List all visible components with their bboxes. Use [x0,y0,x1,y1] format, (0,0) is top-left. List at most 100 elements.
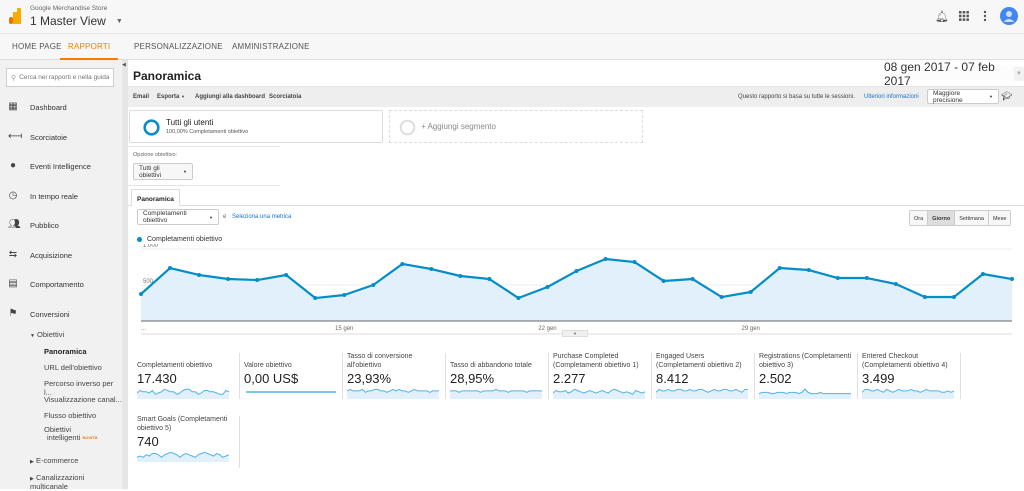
sidebar-collapse-strip[interactable]: ◀ [122,60,128,489]
metric-card[interactable]: Tasso di conversione all'obiettivo 23,93% [343,353,446,399]
granularity-day[interactable]: Giorno [928,211,956,225]
metric-select[interactable]: Completamenti obiettivo ▼ [137,209,219,225]
x-tick-label: 15 gen [335,326,353,332]
add-segment-label: + Aggiungi segmento [421,122,496,131]
data-point [719,295,724,300]
metric-card[interactable]: Entered Checkout (Completamenti obiettiv… [858,353,961,399]
add-to-dashboard-button[interactable]: Aggiungi alla dashboard [195,94,266,100]
granularity-week[interactable]: Settimana [955,211,989,225]
sidebar-sub-reverse-path[interactable]: Percorso inverso per l... [44,379,114,397]
sidebar-item-behavior[interactable]: ▤ Comportamento [8,279,84,289]
tab-home[interactable]: HOME PAGE [12,42,62,51]
metric-value: 740 [137,434,159,449]
data-point [313,296,318,301]
export-button[interactable]: Esporta ▼ [157,94,185,100]
bell-icon[interactable]: 🔔︎ [935,11,949,23]
tab-line [128,205,1024,206]
avatar[interactable] [1000,7,1018,25]
sidebar-sub-funnel[interactable]: Visualizzazione canal... [44,395,122,404]
date-range-picker[interactable]: 08 gen 2017 - 07 feb 2017 ▼ [884,60,1024,88]
flag-icon: ⚑ [8,308,18,319]
metric-value: 2.502 [759,371,792,386]
metric-card[interactable]: Completamenti obiettivo 17.430 [137,353,240,399]
view-name: 1 Master View [30,14,106,28]
sidebar-item-label: Pubblico [30,220,59,230]
sidebar-item-dashboard[interactable]: ▦ Dashboard [8,102,66,112]
legend-dot-icon [137,237,142,242]
sidebar-item-intelligence[interactable]: ● Eventi Intelligence [8,161,91,171]
segment-card[interactable]: Tutti gli utenti 100,00% Completamenti o… [129,110,383,143]
sidebar-item-label: In tempo reale [30,191,78,201]
sidebar-item-conversions[interactable]: ⚑ Conversioni [8,309,70,319]
data-point [516,296,521,301]
chart-legend: Completamenti obiettivo [137,236,222,243]
sidebar-item-realtime[interactable]: ◷ In tempo reale [8,191,78,201]
data-point [487,277,492,282]
metric-card[interactable]: Engaged Users (Completamenti obiettivo 2… [652,353,755,399]
metric-card[interactable]: Valore obiettivo 0,00 US$ [240,353,343,399]
goal-option-label: Opzione obiettivo: [133,152,178,158]
sidebar-ecommerce[interactable]: ▶ E-commerce [30,456,78,465]
y-tick-label: 1.000 [143,244,159,249]
metric-card[interactable]: Smart Goals (Completamenti obiettivo 5) 7… [137,416,240,468]
metric-label: Engaged Users (Completamenti obiettivo 2… [656,353,742,369]
tab-customization[interactable]: PERSONALIZZAZIONE [134,42,223,51]
select-metric-link[interactable]: Seleziona una metrica [232,214,292,220]
tab-overview[interactable]: Panoramica [131,189,180,206]
chevron-down-icon: ▼ [183,169,187,174]
goal-option-select[interactable]: Tutti gli obiettivi ▼ [133,163,193,180]
granularity-month[interactable]: Mese [988,211,1011,225]
segment-detail: 100,00% Completamenti obiettivo [166,129,249,135]
people-icon: 👥︎ [8,219,21,230]
sidebar-item-audience[interactable]: 👥︎ Pubblico [8,220,59,230]
smart-goals-label: Obiettivi [44,425,72,434]
data-point [371,283,376,287]
sidebar-ecommerce-label: E-commerce [35,456,79,465]
data-point [342,293,347,298]
sparkline [553,388,645,399]
search-box[interactable]: ⚲ [6,68,114,87]
view-selector[interactable]: 1 Master View ▼ [30,14,123,28]
goal-option-value: Tutti gli obiettivi [139,164,162,179]
data-point [255,278,260,283]
more-vert-icon[interactable] [983,10,987,22]
collapse-arrow-icon[interactable]: ◀ [122,62,126,68]
shortcut-button[interactable]: Scorciatoia [269,94,302,100]
sidebar-multichannel[interactable]: ▶ Canalizzazioni multicanale [30,473,122,491]
precision-select[interactable]: Maggiore precisione ▼ [927,89,999,104]
metric-value: 2.277 [553,371,586,386]
granularity-toggle: Ora Giorno Settimana Mese [909,210,1012,226]
sidebar-sub-goal-url[interactable]: URL dell'obiettivo [44,363,102,372]
graduation-cap-icon[interactable]: 🎓︎ [1001,91,1013,101]
chart-resize-handle[interactable]: ▼ [562,330,588,337]
sidebar-sub-smart-goals[interactable]: Obiettivi intelligenti NOVITÀ [44,426,98,442]
data-point [922,295,927,300]
date-range: 08 gen 2017 - 07 feb 2017 [884,59,995,88]
metric-value: 8.412 [656,371,689,386]
data-point [632,260,637,265]
sidebar-item-shortcuts[interactable]: ⟻ Scorciatoie [8,132,67,142]
metric-card[interactable]: Registrations (Completamenti obiettivo 3… [755,353,858,399]
metric-card[interactable]: Purchase Completed (Completamenti obiett… [549,353,652,399]
granularity-hour[interactable]: Ora [910,211,929,225]
sidebar-sub-overview[interactable]: Panoramica [44,347,87,356]
email-button[interactable]: Email [133,94,150,100]
data-point [139,292,143,296]
add-segment-button[interactable]: + Aggiungi segmento [389,110,643,143]
apps-grid-icon[interactable] [959,11,969,21]
more-info-link[interactable]: Ulteriori informazioni [864,94,919,100]
sidebar-goals[interactable]: ▼ Obiettivi [30,330,64,339]
metric-value: 3.499 [862,371,895,386]
sparkline [759,388,851,399]
sidebar-item-label: Comportamento [30,279,84,289]
chevron-down-icon: ▼ [115,17,123,25]
sidebar-item-label: Acquisizione [30,250,73,260]
precision-label: Maggiore precisione [933,89,963,104]
metric-card[interactable]: Tasso di abbandono totale 28,95% [446,353,549,399]
tab-reports[interactable]: RAPPORTI [60,42,119,60]
sidebar-item-acquisition[interactable]: ⇆ Acquisizione [8,250,72,260]
search-input[interactable] [19,74,110,81]
sidebar-sub-goal-flow[interactable]: Flusso obiettivo [44,411,97,420]
chevron-down-icon: ▼ [1014,66,1024,81]
tab-admin[interactable]: AMMINISTRAZIONE [232,42,310,51]
